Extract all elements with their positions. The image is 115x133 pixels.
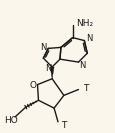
- Text: T: T: [83, 84, 88, 93]
- Text: N: N: [45, 65, 51, 73]
- Polygon shape: [50, 67, 54, 79]
- Text: N: N: [85, 34, 92, 43]
- Text: NH₂: NH₂: [76, 19, 93, 28]
- Text: O: O: [29, 81, 36, 90]
- Text: HO: HO: [4, 116, 18, 125]
- Text: N: N: [79, 61, 85, 70]
- Text: N: N: [40, 43, 46, 52]
- Text: T: T: [60, 121, 66, 130]
